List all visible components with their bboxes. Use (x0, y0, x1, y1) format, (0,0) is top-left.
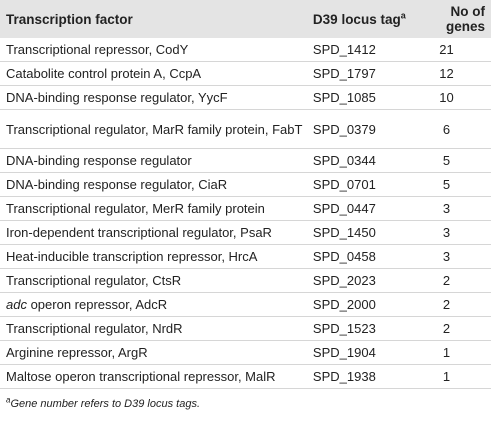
cell-gene-count: 1 (442, 345, 451, 360)
cell-transcription-factor-italic: adc (6, 297, 27, 312)
cell-gene-count: 2 (442, 273, 451, 288)
cell-transcription-factor-text: Transcriptional regulator, MarR family p… (6, 121, 303, 137)
cell-locus-tag: SPD_2000 (312, 297, 376, 312)
cell-gene-count: 3 (442, 201, 451, 216)
table-row: DNA-binding response regulator, CiaR SPD… (0, 173, 491, 197)
cell-locus-tag: SPD_0458 (312, 249, 376, 264)
cell-transcription-factor: Catabolite control protein A, CcpA (6, 66, 202, 81)
cell-locus-tag: SPD_0701 (312, 177, 376, 192)
cell-transcription-factor: Transcriptional regulator, NrdR (6, 321, 183, 336)
cell-gene-count: 3 (442, 225, 451, 240)
cell-transcription-factor: DNA-binding response regulator, CiaR (6, 177, 228, 192)
cell-transcription-factor: DNA-binding response regulator (6, 153, 192, 168)
cell-transcription-factor: Transcriptional regulator, CtsR (6, 273, 182, 288)
header-locus-tag-footnote-marker: a (400, 10, 406, 20)
table-row: DNA-binding response regulator SPD_0344 … (0, 149, 491, 173)
table-row: Catabolite control protein A, CcpA SPD_1… (0, 62, 491, 86)
table-row: Arginine repressor, ArgR SPD_1904 1 (0, 341, 491, 365)
cell-gene-count: 1 (442, 369, 451, 384)
cell-gene-count: 12 (439, 66, 454, 81)
cell-locus-tag: SPD_1450 (312, 225, 376, 240)
header-locus-tag: D39 locus taga (313, 0, 408, 38)
table-row: adc operon repressor, AdcR SPD_2000 2 (0, 293, 491, 317)
cell-gene-count: 10 (439, 90, 454, 105)
header-transcription-factor: Transcription factor (6, 11, 133, 27)
cell-transcription-factor: Transcriptional regulator, MerR family p… (6, 201, 265, 216)
cell-locus-tag: SPD_1085 (312, 90, 376, 105)
table-row: Heat-inducible transcription repressor, … (0, 245, 491, 269)
cell-transcription-factor: Arginine repressor, ArgR (6, 345, 148, 360)
cell-locus-tag: SPD_1938 (312, 369, 376, 384)
cell-transcription-factor-text: operon repressor, AdcR (26, 297, 168, 312)
transcription-factor-table: Transcription factor D39 locus taga No o… (0, 0, 491, 389)
cell-locus-tag: SPD_1797 (312, 66, 376, 81)
cell-gene-count: 21 (439, 42, 454, 57)
header-row: Transcription factor D39 locus taga No o… (0, 0, 491, 38)
cell-locus-tag: SPD_0344 (312, 153, 376, 168)
table-header: Transcription factor D39 locus taga No o… (0, 0, 491, 38)
cell-locus-tag: SPD_1904 (312, 345, 376, 360)
table-row: Transcriptional regulator, MarR family p… (0, 110, 491, 149)
table-row: Transcriptional repressor, CodY SPD_1412… (0, 38, 491, 62)
cell-transcription-factor: Heat-inducible transcription repressor, … (6, 249, 258, 264)
cell-gene-count: 3 (442, 249, 451, 264)
cell-gene-count: 2 (442, 297, 451, 312)
header-no-of-genes: No of genes (445, 4, 485, 34)
cell-gene-count: 5 (442, 153, 451, 168)
cell-locus-tag: SPD_0379 (312, 121, 376, 137)
table-footnote: aGene number refers to D39 locus tags. (6, 395, 200, 410)
cell-transcription-factor: DNA-binding response regulator, YycF (6, 90, 228, 105)
cell-transcription-factor: adc operon repressor, AdcR (0, 293, 313, 317)
table-row: Transcriptional regulator, CtsR SPD_2023… (0, 269, 491, 293)
cell-transcription-factor: Maltose operon transcriptional repressor… (6, 369, 276, 384)
table-row: Maltose operon transcriptional repressor… (0, 365, 491, 389)
cell-locus-tag: SPD_1412 (312, 42, 376, 57)
cell-locus-tag: SPD_2023 (312, 273, 376, 288)
table-row: DNA-binding response regulator, YycF SPD… (0, 86, 491, 110)
table-body: Transcriptional repressor, CodY SPD_1412… (0, 38, 491, 389)
cell-locus-tag: SPD_1523 (312, 321, 376, 336)
cell-gene-count: 6 (442, 121, 451, 137)
table-row: Transcriptional regulator, NrdR SPD_1523… (0, 317, 491, 341)
header-locus-tag-label: D39 locus tag (312, 11, 401, 27)
footnote-text: Gene number refers to D39 locus tags. (10, 398, 200, 410)
footnote-marker: a (6, 395, 11, 405)
cell-gene-count: 2 (442, 321, 451, 336)
table-row: Iron-dependent transcriptional regulator… (0, 221, 491, 245)
cell-gene-count: 5 (442, 177, 451, 192)
table-row: Transcriptional regulator, MerR family p… (0, 197, 491, 221)
cell-locus-tag: SPD_0447 (312, 201, 376, 216)
cell-transcription-factor: Transcriptional repressor, CodY (6, 42, 189, 57)
cell-transcription-factor: Transcriptional regulator, MarR family p… (0, 110, 313, 149)
cell-transcription-factor: Iron-dependent transcriptional regulator… (6, 225, 272, 240)
